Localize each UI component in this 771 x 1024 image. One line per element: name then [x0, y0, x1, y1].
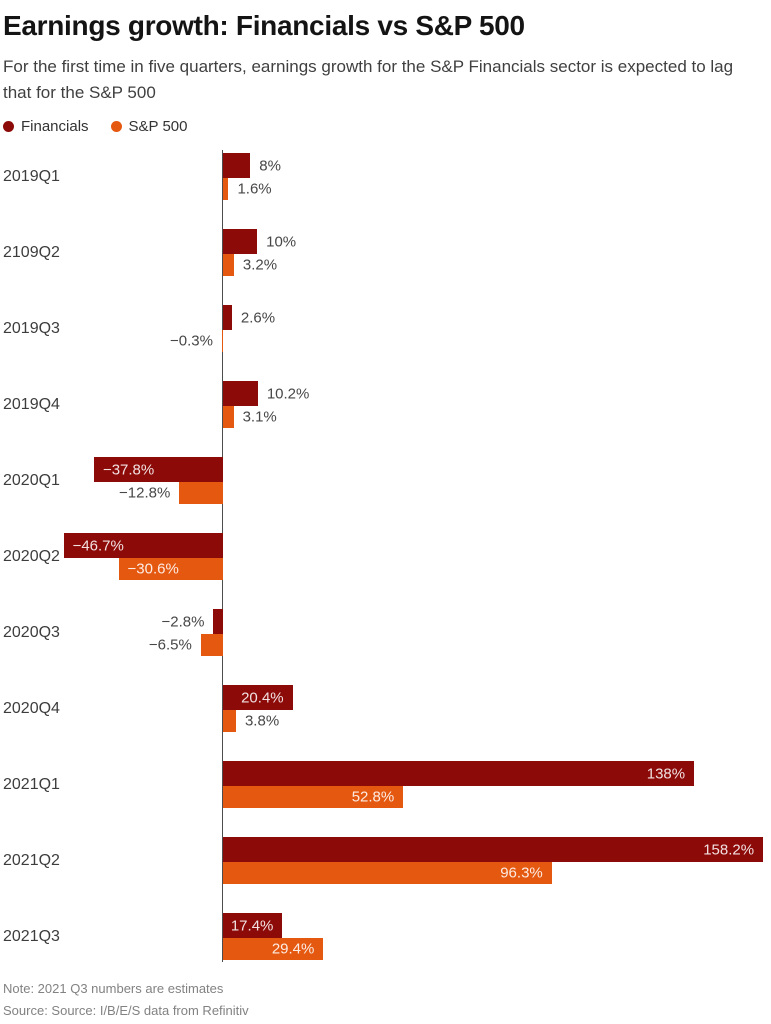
bar-financials [93, 457, 223, 482]
category-label: 2020Q4 [3, 700, 60, 717]
bar-financials [223, 229, 258, 254]
bar-value-label: 1.6% [237, 180, 272, 198]
category-label: 2021Q2 [3, 852, 60, 869]
legend-label: S&P 500 [128, 118, 188, 135]
bar-financials [213, 609, 223, 634]
bar-sp500 [118, 558, 223, 580]
bar-value-label: 17.4% [230, 917, 274, 934]
bar-value-label: 10% [266, 233, 297, 250]
bar-financials [223, 913, 283, 938]
bar-sp500 [179, 482, 223, 504]
legend-label: Financials [21, 118, 89, 135]
bar-financials [223, 837, 764, 862]
bar-sp500 [223, 254, 234, 276]
bar-value-label: −12.8% [119, 484, 171, 502]
footnotes: Note: 2021 Q3 numbers are estimates Sour… [3, 978, 249, 1022]
bar-sp500 [223, 938, 324, 960]
bar-sp500 [200, 634, 223, 656]
bar-value-label: 3.8% [244, 712, 280, 730]
bar-value-label: 10.2% [266, 385, 310, 402]
bar-financials [223, 685, 293, 710]
bar-value-label: 29.4% [271, 940, 315, 958]
legend-item-sp500: S&P 500 [110, 118, 188, 135]
bar-value-label: −6.5% [148, 636, 192, 654]
category-label: 2020Q3 [3, 624, 60, 641]
bar-value-label: −46.7% [72, 537, 124, 554]
source-text: Source: Source: I/B/E/S data from Refini… [3, 1003, 249, 1019]
category-label: 2109Q2 [3, 244, 60, 261]
bar-value-label: −37.8% [102, 461, 155, 478]
bar-value-label: 138% [646, 765, 686, 782]
category-label: 2019Q3 [3, 320, 60, 337]
bar-value-label: 3.2% [242, 256, 278, 274]
bar-financials [223, 153, 251, 178]
note-text: Note: 2021 Q3 numbers are estimates [3, 981, 224, 996]
bar-value-label: 158.2% [703, 841, 755, 858]
bar-financials [223, 305, 232, 330]
bar-value-label: −30.6% [127, 560, 179, 578]
category-label: 2020Q1 [3, 472, 60, 489]
bar-value-label: 3.1% [242, 408, 277, 426]
bar-financials [223, 761, 695, 786]
bar-sp500 [223, 786, 404, 808]
sp500-legend-dot-icon [110, 121, 122, 132]
financials-legend-dot-icon [3, 121, 14, 132]
bar-value-label: 96.3% [500, 864, 543, 882]
bar-value-label: 2.6% [240, 309, 276, 326]
chart-title: Earnings growth: Financials vs S&P 500 [3, 10, 525, 41]
legend-item-financials: Financials [3, 118, 89, 135]
bar-sp500 [223, 406, 234, 428]
bar-sp500 [223, 178, 229, 200]
legend: Financials S&P 500 [3, 118, 187, 135]
bar-value-label: 52.8% [351, 788, 395, 806]
category-label: 2019Q1 [3, 168, 60, 185]
bar-sp500 [223, 862, 552, 884]
bar-chart: 2019Q1 8% 1.6% 2109Q2 10% 3.2% 2019Q3 2.6% −0.3%… [0, 150, 771, 962]
bar-value-label: 20.4% [241, 689, 284, 706]
bar-value-label: −2.8% [161, 613, 205, 630]
bar-sp500 [221, 330, 223, 352]
bar-sp500 [223, 710, 236, 732]
chart-subtitle: For the first time in five quarters, ear… [3, 57, 734, 102]
bar-value-label: −0.3% [170, 332, 213, 350]
category-label: 2021Q1 [3, 776, 60, 793]
bar-financials [63, 533, 223, 558]
bar-financials [223, 381, 258, 406]
bar-value-label: 8% [259, 157, 281, 174]
category-label: 2021Q3 [3, 928, 60, 945]
category-label: 2020Q2 [3, 548, 60, 565]
category-label: 2019Q4 [3, 396, 60, 413]
